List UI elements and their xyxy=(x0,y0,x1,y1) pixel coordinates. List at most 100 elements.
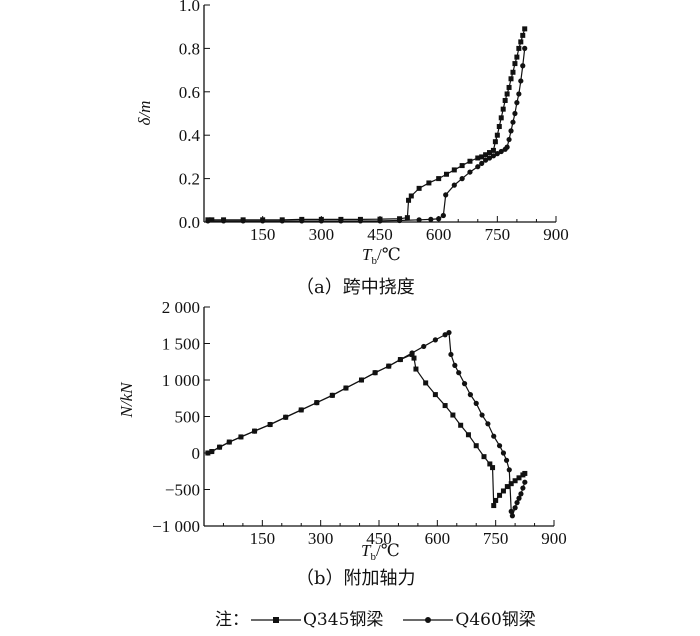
data-point xyxy=(512,110,518,117)
x-tick-label: 750 xyxy=(485,225,511,244)
data-point xyxy=(467,158,473,164)
caption-a: （a）跨中挠度 xyxy=(296,277,415,298)
data-point xyxy=(516,475,522,481)
data-point xyxy=(490,147,496,153)
y-tick-label: 0.6 xyxy=(179,83,200,102)
y-axis-label: N/kN xyxy=(117,381,136,419)
x-axis-label: Tb/℃ xyxy=(361,541,400,563)
data-point xyxy=(279,218,285,224)
data-point xyxy=(411,355,417,361)
y-tick-label: 0.8 xyxy=(179,39,200,58)
data-point xyxy=(512,478,518,484)
y-tick-label: −1 000 xyxy=(152,517,200,536)
data-point xyxy=(510,119,516,125)
series-line-Q460钢梁 xyxy=(207,331,526,518)
data-point xyxy=(461,381,468,387)
data-point xyxy=(481,454,487,460)
data-point xyxy=(514,500,520,506)
data-point xyxy=(516,45,522,51)
data-point xyxy=(421,343,427,350)
x-tick-label: 600 xyxy=(425,529,451,548)
data-point xyxy=(496,443,503,449)
x-tick-label: 150 xyxy=(250,225,276,244)
data-point xyxy=(512,505,518,511)
data-point xyxy=(504,91,510,97)
legend-swatch-square-icon xyxy=(251,617,301,623)
data-point xyxy=(483,157,489,163)
data-point xyxy=(440,212,446,219)
series-line-Q345钢梁 xyxy=(207,28,526,221)
data-point xyxy=(479,412,485,418)
data-point xyxy=(487,461,493,467)
data-point xyxy=(491,503,497,509)
x-tick-label: 150 xyxy=(250,529,276,548)
data-point xyxy=(426,180,432,186)
data-point xyxy=(500,488,506,494)
data-point xyxy=(386,363,392,369)
data-point xyxy=(500,450,507,456)
data-point xyxy=(506,136,512,143)
data-point xyxy=(443,171,449,177)
data-point xyxy=(518,39,524,45)
legend-swatch-circle-icon xyxy=(403,617,454,623)
y-tick-label: 0 xyxy=(192,444,201,463)
data-point xyxy=(436,216,442,222)
legend: 注： Q345钢梁 Q460钢梁 xyxy=(215,610,536,630)
data-point xyxy=(240,218,246,224)
data-point xyxy=(479,160,485,167)
data-point xyxy=(409,350,415,356)
x-axis-label: Tb/℃ xyxy=(362,245,401,267)
data-point xyxy=(416,217,422,223)
data-point xyxy=(494,132,500,138)
data-point xyxy=(396,217,403,224)
data-point xyxy=(432,392,438,398)
data-point xyxy=(459,176,465,182)
data-point xyxy=(518,491,524,497)
data-point xyxy=(473,400,479,406)
data-point xyxy=(357,218,364,224)
y-tick-label: 0.0 xyxy=(179,213,200,232)
data-point xyxy=(267,421,273,428)
series-line-Q460钢梁 xyxy=(207,48,526,222)
data-point xyxy=(520,63,526,69)
data-point xyxy=(497,492,503,498)
data-point xyxy=(467,169,473,175)
data-point xyxy=(404,215,410,221)
data-point xyxy=(516,495,522,501)
data-point xyxy=(314,400,320,406)
data-point xyxy=(518,78,524,84)
data-point xyxy=(338,218,344,224)
y-tick-label: −500 xyxy=(165,481,200,500)
data-point xyxy=(413,366,419,372)
data-point xyxy=(506,467,512,473)
data-point xyxy=(459,163,465,169)
data-point xyxy=(406,197,412,203)
data-point xyxy=(465,432,471,438)
data-point xyxy=(329,392,335,398)
data-point xyxy=(475,164,481,170)
data-point xyxy=(514,100,520,106)
data-point xyxy=(408,193,414,199)
data-point xyxy=(522,470,528,476)
y-tick-label: 1 000 xyxy=(162,371,200,390)
legend-label-q460: Q460钢梁 xyxy=(455,610,536,630)
caption-b: （b）附加轴力 xyxy=(296,568,416,589)
data-point xyxy=(504,144,510,150)
data-point xyxy=(448,351,454,358)
data-point xyxy=(442,403,448,409)
data-point xyxy=(397,356,403,363)
data-point xyxy=(446,329,452,336)
data-point xyxy=(504,484,510,490)
data-point xyxy=(516,91,522,97)
x-tick-label: 900 xyxy=(543,225,569,244)
data-point xyxy=(479,154,485,160)
data-point xyxy=(283,414,289,420)
data-point xyxy=(493,497,499,503)
y-tick-label: 0.2 xyxy=(179,170,200,189)
data-point xyxy=(491,433,497,439)
data-point xyxy=(226,439,232,445)
data-point xyxy=(377,218,383,224)
data-point xyxy=(485,421,491,427)
data-point xyxy=(423,380,429,386)
data-point xyxy=(512,61,518,67)
